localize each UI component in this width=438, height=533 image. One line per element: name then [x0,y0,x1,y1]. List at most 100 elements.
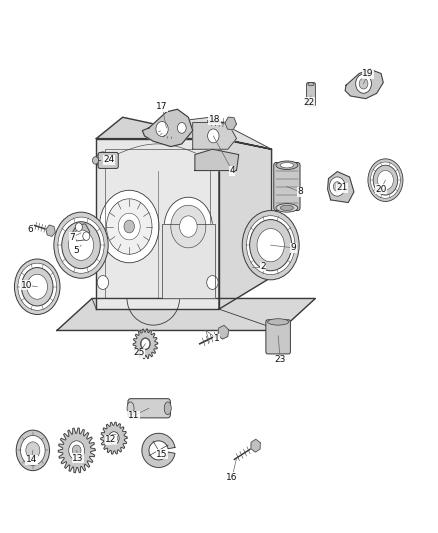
Text: 24: 24 [103,156,114,164]
FancyBboxPatch shape [98,152,118,168]
Text: 25: 25 [134,349,145,357]
Polygon shape [195,149,239,171]
Circle shape [242,211,299,280]
Circle shape [250,220,292,271]
Text: 2: 2 [260,262,265,271]
Circle shape [118,213,140,240]
Circle shape [99,190,159,263]
Text: 6: 6 [28,225,34,233]
Circle shape [141,338,150,350]
Polygon shape [133,329,158,359]
Polygon shape [96,117,272,149]
Circle shape [171,205,206,248]
Text: 10: 10 [21,281,32,289]
Circle shape [180,216,197,237]
Circle shape [329,177,345,196]
Circle shape [21,435,45,465]
Circle shape [62,222,100,269]
Text: 7: 7 [69,233,75,241]
Text: 21: 21 [336,183,347,192]
Circle shape [27,274,47,299]
Polygon shape [123,117,272,171]
Text: 22: 22 [304,98,315,107]
Ellipse shape [308,83,314,86]
Circle shape [378,171,393,190]
Text: 19: 19 [362,69,374,78]
Text: 12: 12 [105,435,117,444]
Text: 14: 14 [26,456,37,464]
Circle shape [124,220,134,233]
Polygon shape [72,224,90,241]
Circle shape [356,74,371,93]
Circle shape [21,268,53,306]
Polygon shape [58,428,95,473]
Circle shape [14,259,60,314]
Polygon shape [193,123,237,149]
Circle shape [177,123,186,133]
Ellipse shape [280,163,293,168]
Circle shape [92,157,99,164]
Polygon shape [225,117,237,130]
Polygon shape [218,325,229,339]
Circle shape [156,122,168,136]
Text: 9: 9 [290,244,297,252]
Circle shape [18,263,57,310]
Circle shape [83,232,90,240]
Polygon shape [162,224,215,298]
Polygon shape [219,139,272,309]
Circle shape [164,197,212,256]
Circle shape [141,338,150,349]
Ellipse shape [276,204,298,212]
Text: 11: 11 [128,411,139,420]
Circle shape [68,230,94,261]
Ellipse shape [164,402,171,415]
Circle shape [26,442,40,459]
Circle shape [96,152,110,168]
FancyBboxPatch shape [266,320,290,354]
Circle shape [70,442,84,459]
Circle shape [75,223,82,231]
Polygon shape [96,139,219,309]
Circle shape [373,165,398,195]
Ellipse shape [268,319,289,325]
Text: 20: 20 [375,185,387,193]
Polygon shape [57,298,315,330]
Circle shape [97,276,109,289]
Circle shape [333,182,341,191]
Ellipse shape [280,205,293,211]
Circle shape [109,432,119,445]
Circle shape [72,445,81,456]
Circle shape [58,217,104,273]
Polygon shape [251,439,260,452]
Circle shape [359,78,368,89]
Text: 13: 13 [72,454,84,463]
Circle shape [368,159,403,201]
Text: 5: 5 [74,246,80,255]
Text: 18: 18 [209,116,220,124]
Circle shape [247,216,295,274]
Text: 16: 16 [226,473,238,481]
Circle shape [207,276,218,289]
FancyBboxPatch shape [307,83,315,106]
Text: 23: 23 [275,356,286,364]
Circle shape [106,199,152,254]
Polygon shape [142,109,193,147]
FancyBboxPatch shape [128,399,170,418]
Circle shape [208,129,219,143]
Circle shape [16,430,49,471]
Ellipse shape [110,434,118,442]
Circle shape [371,162,400,198]
Text: 1: 1 [214,334,220,343]
Text: 4: 4 [230,166,235,175]
Polygon shape [101,422,127,454]
Polygon shape [46,225,55,236]
FancyBboxPatch shape [274,163,300,211]
Text: 17: 17 [156,102,168,111]
Circle shape [54,212,108,278]
Text: 15: 15 [156,450,168,458]
Ellipse shape [127,402,134,415]
Circle shape [257,229,284,262]
Polygon shape [345,69,383,99]
Text: 8: 8 [297,188,303,196]
Polygon shape [328,172,354,203]
